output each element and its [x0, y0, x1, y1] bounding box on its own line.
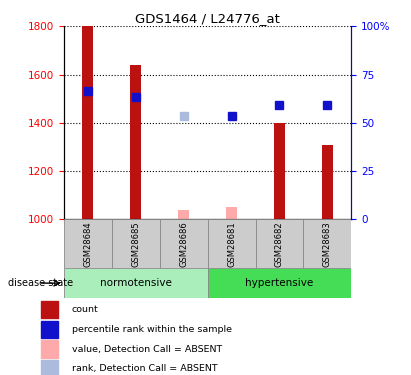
Text: value, Detection Call = ABSENT: value, Detection Call = ABSENT: [72, 345, 222, 354]
Text: rank, Detection Call = ABSENT: rank, Detection Call = ABSENT: [72, 364, 217, 373]
Text: GSM28682: GSM28682: [275, 221, 284, 267]
Bar: [159, 219, 208, 268]
Bar: [226, 207, 237, 219]
Bar: [64, 268, 208, 298]
Bar: [274, 123, 285, 219]
Text: count: count: [72, 305, 99, 314]
Bar: [112, 219, 159, 268]
Text: disease state: disease state: [8, 278, 73, 288]
Text: normotensive: normotensive: [100, 278, 171, 288]
Bar: [322, 144, 333, 219]
Text: percentile rank within the sample: percentile rank within the sample: [72, 325, 232, 334]
Bar: [64, 219, 112, 268]
Text: GSM28686: GSM28686: [179, 221, 188, 267]
Bar: [178, 210, 189, 219]
Bar: [130, 65, 141, 219]
Text: GSM28685: GSM28685: [131, 221, 140, 267]
Bar: [208, 268, 351, 298]
Bar: [41, 321, 58, 338]
Bar: [82, 26, 93, 219]
Bar: [41, 360, 58, 375]
Bar: [256, 219, 303, 268]
Text: GSM28684: GSM28684: [83, 221, 92, 267]
Title: GDS1464 / L24776_at: GDS1464 / L24776_at: [135, 12, 280, 25]
Text: hypertensive: hypertensive: [245, 278, 314, 288]
Bar: [303, 219, 351, 268]
Bar: [208, 219, 256, 268]
Text: GSM28681: GSM28681: [227, 221, 236, 267]
Bar: [41, 340, 58, 358]
Bar: [41, 301, 58, 318]
Text: GSM28683: GSM28683: [323, 221, 332, 267]
